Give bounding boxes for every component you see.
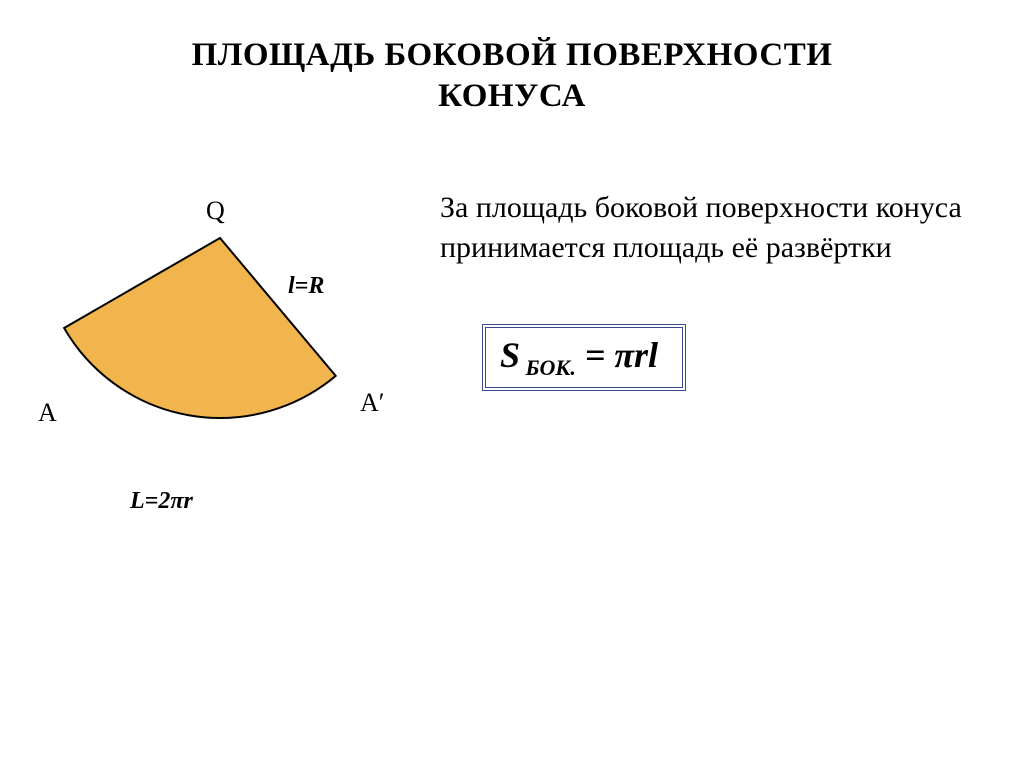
title-line-1: ПЛОЩАДЬ БОКОВОЙ ПОВЕРХНОСТИ xyxy=(192,37,833,73)
diagram-area: Q A A′ l=R L=2πr xyxy=(0,188,440,608)
label-apex-q: Q xyxy=(206,196,225,226)
label-arc-length: L=2πr xyxy=(130,488,193,515)
label-point-a-prime: A′ xyxy=(360,388,384,418)
content-row: Q A A′ l=R L=2πr За площадь боковой пове… xyxy=(0,188,1024,608)
definition-text: За площадь боковой поверхности конуса пр… xyxy=(440,188,974,269)
formula-sub: БОК. xyxy=(520,355,576,380)
sector-svg xyxy=(30,198,410,518)
label-point-a: A xyxy=(38,398,57,428)
formula-box: S БОК. = πrl xyxy=(482,324,686,391)
label-slant-lr: l=R xyxy=(288,273,324,300)
formula-eq: = πrl xyxy=(576,335,658,375)
formula-s: S xyxy=(500,335,520,375)
page-title: ПЛОЩАДЬ БОКОВОЙ ПОВЕРХНОСТИ КОНУСА xyxy=(0,0,1024,118)
cone-unrolled-sector xyxy=(64,238,336,418)
text-column: За площадь боковой поверхности конуса пр… xyxy=(440,188,1024,608)
title-line-2: КОНУСА xyxy=(438,78,586,114)
